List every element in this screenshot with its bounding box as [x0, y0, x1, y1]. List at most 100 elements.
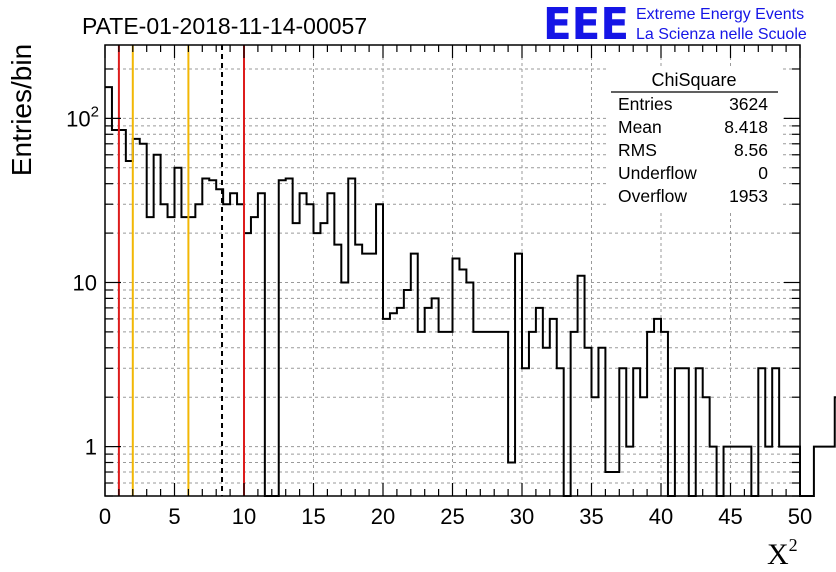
histogram-bin: [612, 472, 619, 496]
stats-box-background: [607, 66, 782, 210]
histogram-bin: [279, 180, 286, 496]
reference-lines: [117, 45, 245, 496]
histogram-bin: [446, 332, 453, 496]
histogram-bin: [459, 269, 466, 496]
histogram-bin: [619, 368, 626, 496]
histogram-bin: [286, 179, 293, 496]
histogram-bin: [411, 254, 418, 496]
histogram-bin: [362, 254, 369, 496]
histogram-bin: [348, 179, 355, 496]
x-tick-label: 40: [649, 504, 673, 529]
logo-line-2: La Scienza nelle Scuole: [636, 26, 807, 43]
histogram-outline: [105, 86, 836, 497]
stats-row-value: 8.418: [724, 117, 768, 137]
grid: [105, 45, 800, 496]
y-axis-label: Entries/bin: [6, 44, 37, 176]
histogram-bin: [515, 254, 522, 496]
histogram-bin: [251, 217, 258, 496]
y-tick-label: 1: [85, 435, 97, 460]
histogram-bin: [529, 332, 536, 496]
eee-logo: EEE Extreme Energy Events La Scienza nel…: [543, 0, 807, 50]
x-tick-label: 0: [99, 504, 111, 529]
histogram-bin: [418, 332, 425, 496]
histogram-bin: [710, 447, 717, 496]
histogram-bin: [765, 447, 772, 496]
x-tick-label: 35: [579, 504, 603, 529]
stats-title: ChiSquare: [651, 70, 736, 90]
histogram-bin: [425, 308, 432, 496]
histogram-bin: [383, 319, 390, 496]
x-tick-label: 50: [788, 504, 812, 529]
y-tick-label-main: 1: [85, 435, 97, 460]
histogram-bin: [390, 313, 397, 496]
y-tick-label-main: 10: [66, 106, 90, 131]
histogram-bin: [480, 332, 487, 496]
histogram-bin: [571, 332, 578, 496]
histogram-bin: [244, 233, 251, 496]
histogram-bin: [605, 472, 612, 496]
histogram-bin: [466, 282, 473, 496]
histogram-bin: [508, 463, 515, 496]
stats-row-value: 8.56: [734, 140, 768, 160]
histogram-bin: [355, 245, 362, 496]
histogram-bin: [522, 368, 529, 496]
histogram-bin: [397, 308, 404, 496]
histogram-bin: [487, 332, 494, 496]
stats-row-label: Overflow: [618, 186, 687, 206]
histogram-bin: [557, 368, 564, 496]
y-tick-label-main: 10: [73, 270, 97, 295]
histogram-bin: [105, 87, 112, 496]
histogram-bin: [731, 447, 738, 496]
histogram-bin: [578, 276, 585, 496]
y-tick-label-exponent: 2: [91, 103, 99, 120]
y-tick-label: 102: [66, 103, 99, 131]
x-tick-label: 5: [168, 504, 180, 529]
histogram-bin: [327, 193, 334, 496]
histogram-bin: [633, 368, 640, 496]
x-tick-label: 10: [232, 504, 256, 529]
histogram-bin: [737, 447, 744, 496]
histogram-bin: [453, 259, 460, 496]
x-axis-label-main: X: [767, 538, 789, 571]
histogram-bin: [647, 332, 654, 496]
histogram-bin: [369, 254, 376, 496]
histogram-bin: [175, 168, 182, 496]
histogram-bin: [592, 397, 599, 496]
x-tick-label: 30: [510, 504, 534, 529]
histogram-bin: [223, 204, 230, 496]
x-tick-label: 25: [440, 504, 464, 529]
histogram-bin: [133, 139, 140, 496]
histogram-bin: [161, 204, 168, 496]
histogram-bin: [320, 223, 327, 496]
histogram-bin: [696, 368, 703, 496]
histogram-bin: [494, 332, 501, 496]
histogram-bin: [654, 319, 661, 496]
histogram-bin: [258, 193, 265, 496]
stats-row-label: Entries: [618, 94, 673, 114]
histogram-bin: [237, 204, 244, 496]
histogram-bin: [473, 332, 480, 496]
histogram-bin: [314, 233, 321, 496]
stats-box: ChiSquare Entries 3624 Mean 8.418 RMS 8.56 Und…: [607, 66, 782, 210]
chart-title: PATE-01-2018-11-14-00057: [82, 13, 367, 39]
histogram-bin: [682, 368, 689, 496]
stats-row-value: 1953: [729, 186, 768, 206]
x-tick-label: 20: [371, 504, 395, 529]
histogram-bin: [744, 447, 751, 496]
x-axis-label-sup: 2: [789, 535, 798, 555]
stats-row-label: RMS: [618, 140, 657, 160]
histogram-bin: [168, 217, 175, 496]
histogram: [105, 86, 836, 497]
histogram-bin: [181, 217, 188, 496]
histogram-bin: [341, 282, 348, 496]
histogram-bin: [432, 298, 439, 496]
histogram-bin: [814, 447, 821, 496]
histogram-bin: [703, 397, 710, 496]
histogram-bin: [140, 144, 147, 496]
histogram-bin: [550, 319, 557, 496]
histogram-bin: [126, 161, 133, 496]
x-tick-label: 15: [301, 504, 325, 529]
histogram-bin: [230, 193, 237, 496]
